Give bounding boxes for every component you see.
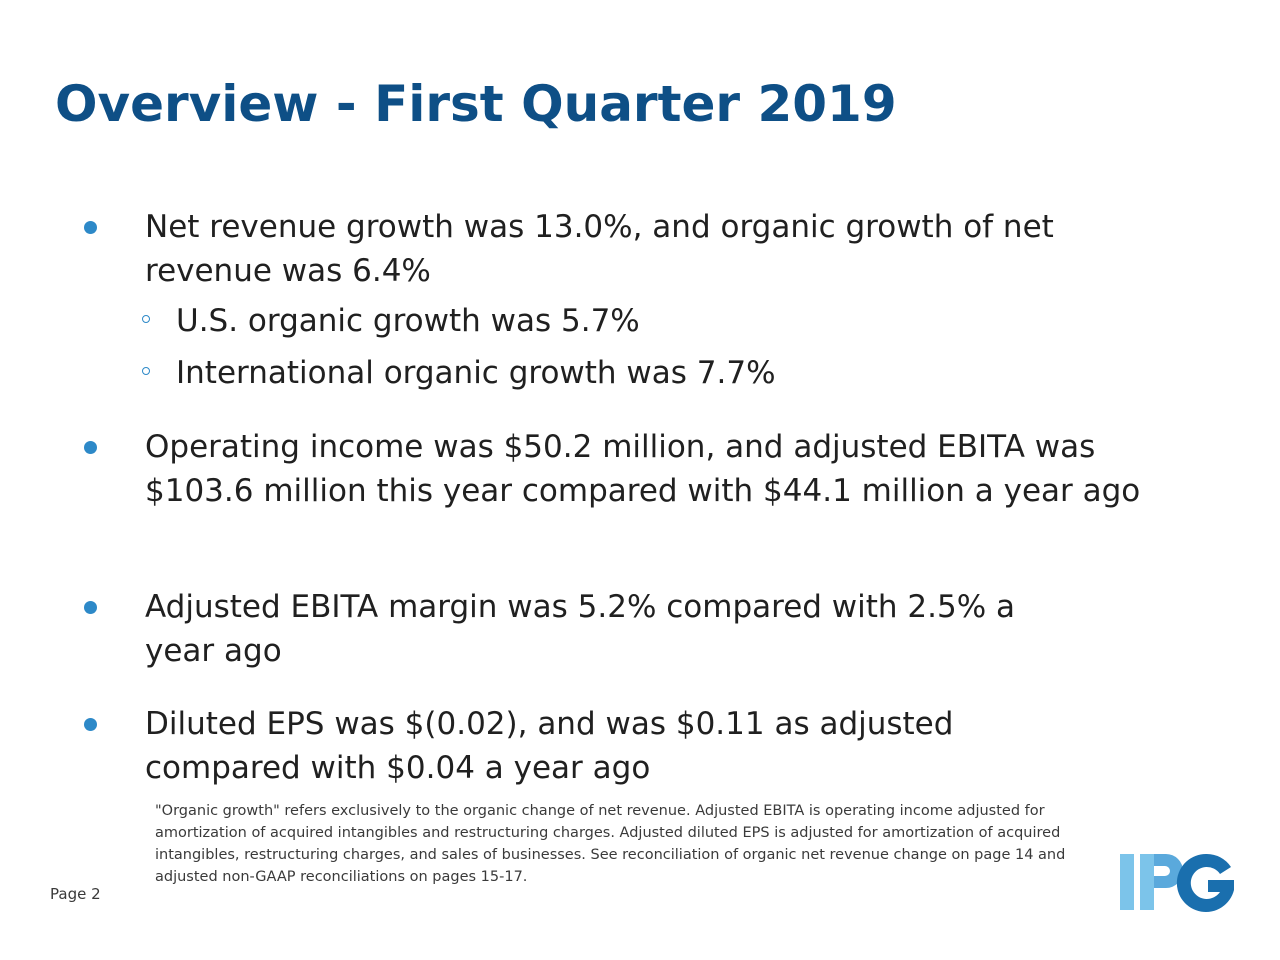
ipg-logo xyxy=(1120,853,1234,912)
sub-bullet-text: International organic growth was 7.7% xyxy=(176,355,776,391)
bullet-text: Operating income was $50.2 million, and … xyxy=(145,429,1141,509)
slide-title: Overview - First Quarter 2019 xyxy=(55,75,897,133)
bullet-text: Net revenue growth was 13.0%, and organi… xyxy=(145,209,1054,289)
sub-bullet-ring-icon xyxy=(142,367,150,375)
footnote: "Organic growth" refers exclusively to t… xyxy=(155,803,1066,885)
bullet-text: Diluted EPS was $(0.02), and was $0.11 a… xyxy=(145,706,954,786)
page-number: Page 2 xyxy=(50,885,101,903)
bullet-dot-icon xyxy=(84,441,97,454)
bullet-dot-icon xyxy=(84,221,97,234)
sub-bullet-ring-icon xyxy=(142,315,150,323)
bullet-dot-icon xyxy=(84,718,97,731)
bullet-text: Adjusted EBITA margin was 5.2% compared … xyxy=(145,589,1016,669)
bullet-dot-icon xyxy=(84,601,97,614)
sub-bullet-text: U.S. organic growth was 5.7% xyxy=(176,303,640,339)
